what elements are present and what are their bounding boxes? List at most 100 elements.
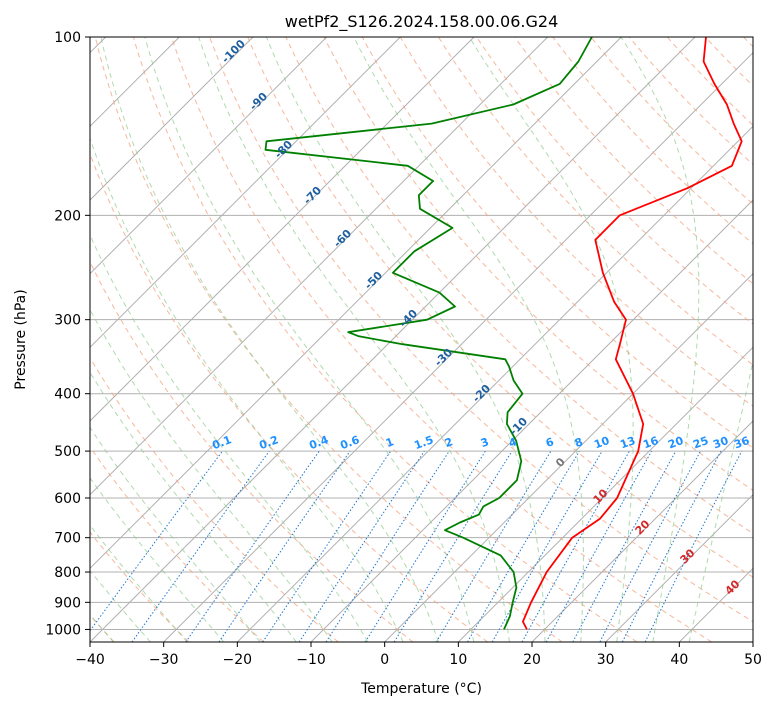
mixing-ratio-line xyxy=(131,450,270,642)
isotherm-line xyxy=(457,346,753,642)
y-tick-label: 300 xyxy=(54,313,81,329)
y-axis-title: Pressure (hPa) xyxy=(13,289,29,389)
mixing-ratio-line xyxy=(218,450,351,642)
mixing-ratio-label: 6 xyxy=(544,435,556,450)
mixing-ratio-label: 10 xyxy=(592,434,611,452)
mixing-ratio-line xyxy=(185,450,320,642)
mixing-ratio-label: 0.6 xyxy=(338,433,361,452)
dry-adiabat-line xyxy=(552,37,753,245)
y-tick-label: 900 xyxy=(54,595,81,611)
mixing-ratio-line xyxy=(599,450,701,642)
moist-adiabat-line xyxy=(468,37,634,642)
series-layer xyxy=(264,37,743,630)
x-tick-label: −30 xyxy=(149,652,179,668)
x-tick-label: 50 xyxy=(744,652,762,668)
y-tick-label: 100 xyxy=(54,30,81,46)
isotherm-line xyxy=(90,37,696,642)
y-tick-label: 500 xyxy=(54,444,81,460)
mixing-ratio-label: 0.4 xyxy=(307,433,330,452)
moist-adiabat-line xyxy=(90,371,297,642)
isotherm-line xyxy=(752,641,753,642)
isotherm-line xyxy=(90,37,622,570)
moist-adiabat-line xyxy=(90,136,404,642)
dry-adiabat-line xyxy=(90,446,264,642)
dry-adiabat-line xyxy=(361,37,753,449)
dry-adiabat-line xyxy=(209,37,753,623)
mixing-ratio-line xyxy=(545,450,653,642)
dry-adiabat-label: -90 xyxy=(247,90,270,113)
mixing-ratio-label: 1.5 xyxy=(412,433,435,452)
dry-adiabat-line xyxy=(90,356,339,642)
dry-adiabat-line xyxy=(171,37,712,642)
dry-adiabat-line xyxy=(399,37,753,407)
dry-adiabat-label: -70 xyxy=(301,184,324,207)
moist-adiabat-line xyxy=(90,308,333,642)
moist-adiabat-line xyxy=(90,524,188,642)
dry-adiabat-label: -10 xyxy=(507,415,530,438)
plot-frame xyxy=(89,36,754,643)
mixing-ratio-label: 36 xyxy=(732,434,751,452)
moist-adiabat-line xyxy=(90,569,151,642)
y-tick-label: 600 xyxy=(54,491,81,507)
mixing-ratio-line xyxy=(90,450,223,632)
moist-adiabat-label: 30 xyxy=(678,546,698,566)
mixing-ratio-label: 3 xyxy=(479,435,491,450)
moist-adiabat-label: 0 xyxy=(553,455,568,470)
moist-adiabat-line xyxy=(688,358,753,642)
guide-layer xyxy=(90,37,753,642)
dry-adiabat-label: -100 xyxy=(219,37,248,66)
x-tick-label: 40 xyxy=(670,652,688,668)
chart-title: wetPf2_S126.2024.158.00.06.G24 xyxy=(285,12,559,32)
dry-adiabat-line xyxy=(94,37,563,642)
mixing-ratio-line xyxy=(621,450,722,642)
isotherm-line xyxy=(90,37,401,349)
dry-adiabat-line xyxy=(90,152,488,642)
dewpoint-profile-line xyxy=(264,37,593,630)
isotherm-line xyxy=(90,37,549,496)
mixing-ratio-line xyxy=(572,450,677,642)
mixing-ratio-line xyxy=(393,450,513,642)
mixing-ratio-label: 13 xyxy=(618,434,637,451)
dry-adiabat-label: -50 xyxy=(362,269,385,292)
dry-adiabat-label: -40 xyxy=(397,307,420,330)
mixing-ratio-label: 0.2 xyxy=(257,433,280,452)
mixing-ratio-line xyxy=(644,450,743,642)
dry-adiabat-label: -60 xyxy=(331,227,354,250)
y-tick-label: 400 xyxy=(54,387,81,403)
dry-adiabat-line xyxy=(704,37,753,87)
x-tick-label: −20 xyxy=(223,652,253,668)
x-tick-label: 20 xyxy=(523,652,541,668)
isotherm-line xyxy=(236,125,753,642)
x-axis-title: Temperature (°C) xyxy=(360,681,482,697)
isotherm-line xyxy=(163,51,753,642)
isotherm-line xyxy=(90,37,254,201)
dry-adiabat-label: -20 xyxy=(470,382,493,405)
moist-adiabat-line xyxy=(265,37,546,642)
dry-adiabat-line xyxy=(285,37,753,535)
y-tick-label: 700 xyxy=(54,531,81,547)
moist-adiabat-label: 40 xyxy=(723,577,743,597)
dry-adiabat-line xyxy=(437,37,753,366)
isotherm-line xyxy=(90,37,328,275)
dry-adiabat-line xyxy=(90,531,190,642)
moist-adiabat-line xyxy=(620,37,700,642)
dry-adiabat-line xyxy=(90,260,414,642)
mixing-ratio-line xyxy=(364,450,486,642)
isotherm-line xyxy=(384,272,753,642)
mixing-ratio-label: 2 xyxy=(443,435,455,450)
mixing-ratio-label: 25 xyxy=(691,434,710,451)
isotherm-line xyxy=(678,567,753,642)
moist-adiabat-line xyxy=(100,37,439,642)
mixing-ratio-line xyxy=(325,450,450,642)
mixing-ratio-line xyxy=(298,450,425,642)
mixing-ratio-label: 0.1 xyxy=(210,433,233,452)
x-tick-label: −10 xyxy=(296,652,326,668)
moist-adiabat-label: 20 xyxy=(633,517,653,537)
x-tick-label: −40 xyxy=(75,652,105,668)
temperature-profile-line xyxy=(522,37,743,630)
y-tick-label: 800 xyxy=(54,565,81,581)
isotherm-line xyxy=(90,37,475,422)
mixing-ratio-label: 4 xyxy=(507,435,519,450)
dry-adiabat-line xyxy=(476,37,753,325)
